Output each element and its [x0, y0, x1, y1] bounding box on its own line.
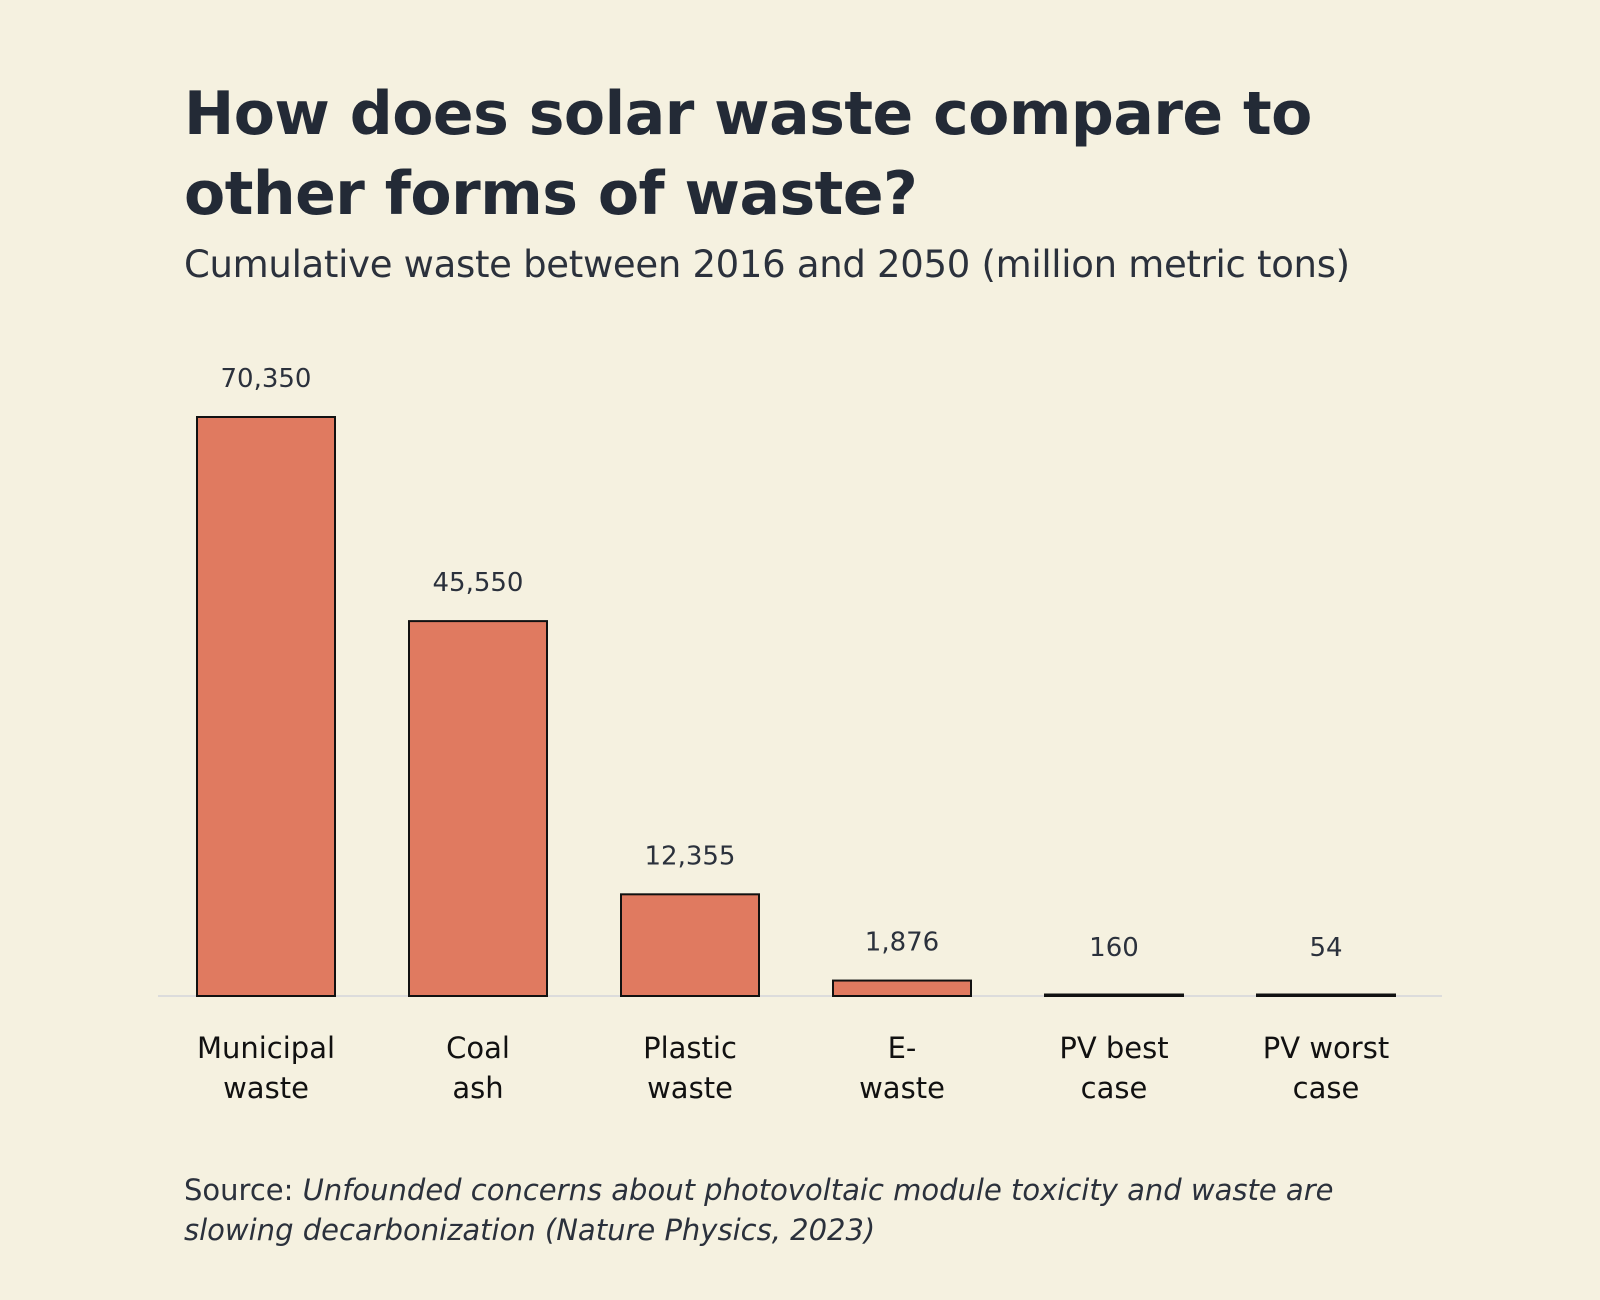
category-label-line: ash: [452, 1071, 503, 1105]
category-label-line: Coal: [446, 1031, 510, 1065]
source-note: Source: Unfounded concerns about photovo…: [184, 1170, 1434, 1250]
category-label-line: Municipal: [197, 1031, 335, 1065]
bar-chart: 70,350 45,550 12,355 1,876 160 54 Municipal wa…: [158, 364, 1442, 1105]
value-labels-group: 70,350 45,550 12,355 1,876 160 54: [221, 364, 1343, 963]
bar-1: [408, 620, 548, 998]
source-text: Unfounded concerns about photovoltaic mo…: [184, 1173, 1334, 1247]
category-label-line: E-: [888, 1031, 917, 1065]
bars-group: [196, 416, 1396, 998]
category-label-line: waste: [223, 1071, 309, 1105]
source-label: Source:: [184, 1173, 294, 1207]
value-label-4: 160: [1089, 933, 1139, 963]
bar-3: [832, 979, 972, 997]
category-label-line: waste: [647, 1071, 733, 1105]
value-label-0: 70,350: [221, 364, 312, 394]
category-label-1: Coal ash: [446, 1031, 510, 1105]
chart-subtitle: Cumulative waste between 2016 and 2050 (…: [184, 243, 1350, 286]
category-label-line: PV worst: [1263, 1031, 1389, 1065]
category-label-line: waste: [859, 1071, 945, 1105]
category-label-line: PV best: [1059, 1031, 1168, 1065]
bar-0: [196, 416, 336, 997]
category-label-line: Plastic: [643, 1031, 737, 1065]
value-label-1: 45,550: [433, 568, 524, 598]
category-label-5: PV worst case: [1263, 1031, 1389, 1105]
value-label-5: 54: [1309, 933, 1342, 963]
category-label-0: Municipal waste: [197, 1031, 335, 1105]
category-label-3: E-waste: [859, 1031, 945, 1105]
chart-title: How does solar waste compare to other fo…: [184, 79, 1312, 229]
value-label-2: 12,355: [645, 841, 736, 871]
bar-4: [1044, 993, 1184, 997]
value-label-3: 1,876: [865, 928, 939, 958]
category-label-line: case: [1293, 1071, 1360, 1105]
bar-2: [620, 893, 760, 998]
bar-5: [1256, 993, 1396, 997]
category-label-2: Plastic waste: [643, 1031, 737, 1105]
category-label-line: case: [1081, 1071, 1148, 1105]
category-label-4: PV best case: [1059, 1031, 1168, 1105]
